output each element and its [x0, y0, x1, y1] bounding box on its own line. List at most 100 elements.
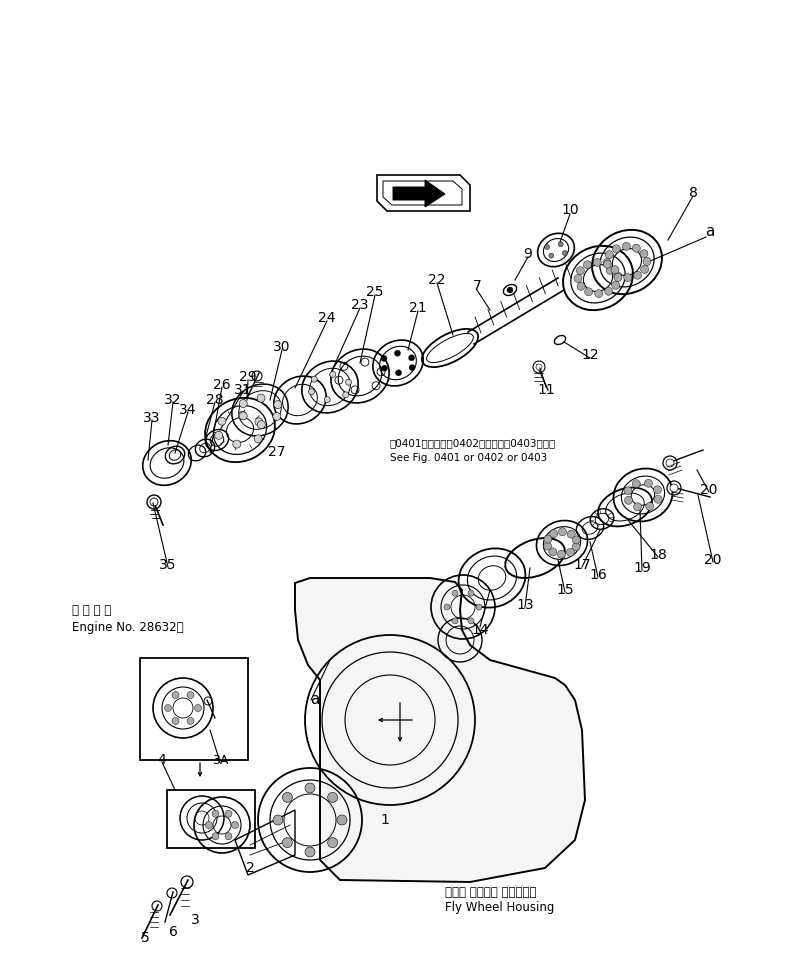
- Text: 第0401図または第0402図または第0403図参照: 第0401図または第0402図または第0403図参照: [390, 438, 556, 448]
- Text: 19: 19: [633, 561, 651, 575]
- Circle shape: [239, 400, 247, 407]
- Circle shape: [274, 401, 282, 408]
- Circle shape: [614, 274, 622, 282]
- Circle shape: [640, 250, 648, 258]
- Circle shape: [566, 549, 574, 556]
- Text: 適 用 号 機: 適 用 号 機: [72, 604, 111, 617]
- Circle shape: [187, 692, 194, 699]
- Circle shape: [577, 283, 585, 290]
- Circle shape: [194, 704, 201, 711]
- Circle shape: [632, 480, 640, 487]
- Circle shape: [623, 242, 630, 251]
- Polygon shape: [295, 578, 585, 882]
- Text: a: a: [310, 693, 320, 707]
- Text: 31: 31: [234, 383, 252, 397]
- Circle shape: [444, 604, 450, 610]
- Circle shape: [623, 274, 632, 282]
- Text: 3: 3: [190, 913, 199, 927]
- Circle shape: [282, 793, 292, 802]
- Circle shape: [225, 833, 232, 840]
- Circle shape: [164, 704, 171, 711]
- Circle shape: [550, 530, 558, 537]
- Text: 30: 30: [273, 340, 291, 354]
- Circle shape: [645, 480, 653, 487]
- Text: 12: 12: [581, 348, 599, 362]
- Circle shape: [536, 364, 542, 370]
- Circle shape: [150, 498, 158, 506]
- Text: フライ ホイール ハウジング: フライ ホイール ハウジング: [445, 885, 536, 899]
- Circle shape: [172, 718, 179, 725]
- Circle shape: [172, 692, 179, 699]
- Circle shape: [666, 459, 674, 467]
- Circle shape: [311, 376, 318, 382]
- Text: 33: 33: [143, 411, 160, 425]
- Circle shape: [611, 282, 619, 289]
- Text: 21: 21: [409, 301, 427, 315]
- Text: 23: 23: [352, 298, 369, 312]
- Circle shape: [632, 244, 641, 252]
- Polygon shape: [235, 810, 295, 875]
- Text: a: a: [705, 225, 715, 239]
- Text: 11: 11: [537, 383, 555, 397]
- Text: Fly Wheel Housing: Fly Wheel Housing: [445, 901, 555, 915]
- Circle shape: [254, 434, 262, 443]
- Circle shape: [645, 503, 654, 510]
- Circle shape: [324, 397, 330, 403]
- Text: 6: 6: [168, 925, 178, 939]
- Text: 3A: 3A: [212, 753, 228, 767]
- Text: 18: 18: [649, 548, 667, 562]
- Circle shape: [476, 604, 482, 610]
- Circle shape: [625, 496, 633, 505]
- Text: 24: 24: [318, 311, 336, 325]
- Text: 20: 20: [700, 483, 718, 497]
- Circle shape: [231, 822, 239, 828]
- Text: 10: 10: [561, 203, 579, 217]
- Circle shape: [544, 542, 551, 550]
- Circle shape: [282, 838, 292, 848]
- Circle shape: [273, 412, 280, 421]
- Circle shape: [595, 289, 603, 298]
- Circle shape: [328, 838, 337, 848]
- Circle shape: [205, 822, 213, 828]
- Text: 2: 2: [246, 861, 254, 875]
- Text: FWD: FWD: [401, 189, 426, 199]
- Circle shape: [604, 260, 611, 268]
- Circle shape: [305, 783, 315, 793]
- Circle shape: [468, 590, 474, 596]
- Text: 5: 5: [141, 931, 149, 945]
- Circle shape: [337, 815, 347, 825]
- Circle shape: [574, 275, 582, 283]
- Circle shape: [549, 253, 554, 259]
- Circle shape: [218, 417, 226, 425]
- Circle shape: [452, 618, 458, 624]
- Text: 22: 22: [428, 273, 446, 287]
- Circle shape: [604, 287, 612, 295]
- Text: 27: 27: [269, 445, 286, 459]
- Text: 26: 26: [213, 378, 231, 392]
- Circle shape: [212, 810, 219, 817]
- Circle shape: [559, 528, 566, 535]
- Text: 17: 17: [574, 558, 591, 572]
- Circle shape: [468, 618, 474, 624]
- Circle shape: [409, 364, 415, 371]
- Circle shape: [654, 495, 662, 504]
- Circle shape: [573, 536, 581, 544]
- Circle shape: [452, 590, 458, 596]
- Circle shape: [670, 484, 678, 492]
- Bar: [140, 658, 248, 760]
- Circle shape: [345, 380, 352, 385]
- Circle shape: [605, 251, 613, 259]
- Circle shape: [544, 244, 550, 250]
- Circle shape: [305, 847, 315, 857]
- Text: 8: 8: [689, 186, 698, 200]
- Circle shape: [238, 411, 246, 419]
- Circle shape: [225, 810, 232, 817]
- Circle shape: [394, 350, 401, 357]
- Circle shape: [643, 258, 651, 265]
- Circle shape: [215, 431, 223, 439]
- Circle shape: [381, 356, 387, 361]
- Circle shape: [634, 271, 641, 280]
- Circle shape: [408, 355, 415, 360]
- Text: 28: 28: [206, 393, 224, 407]
- Circle shape: [562, 251, 567, 256]
